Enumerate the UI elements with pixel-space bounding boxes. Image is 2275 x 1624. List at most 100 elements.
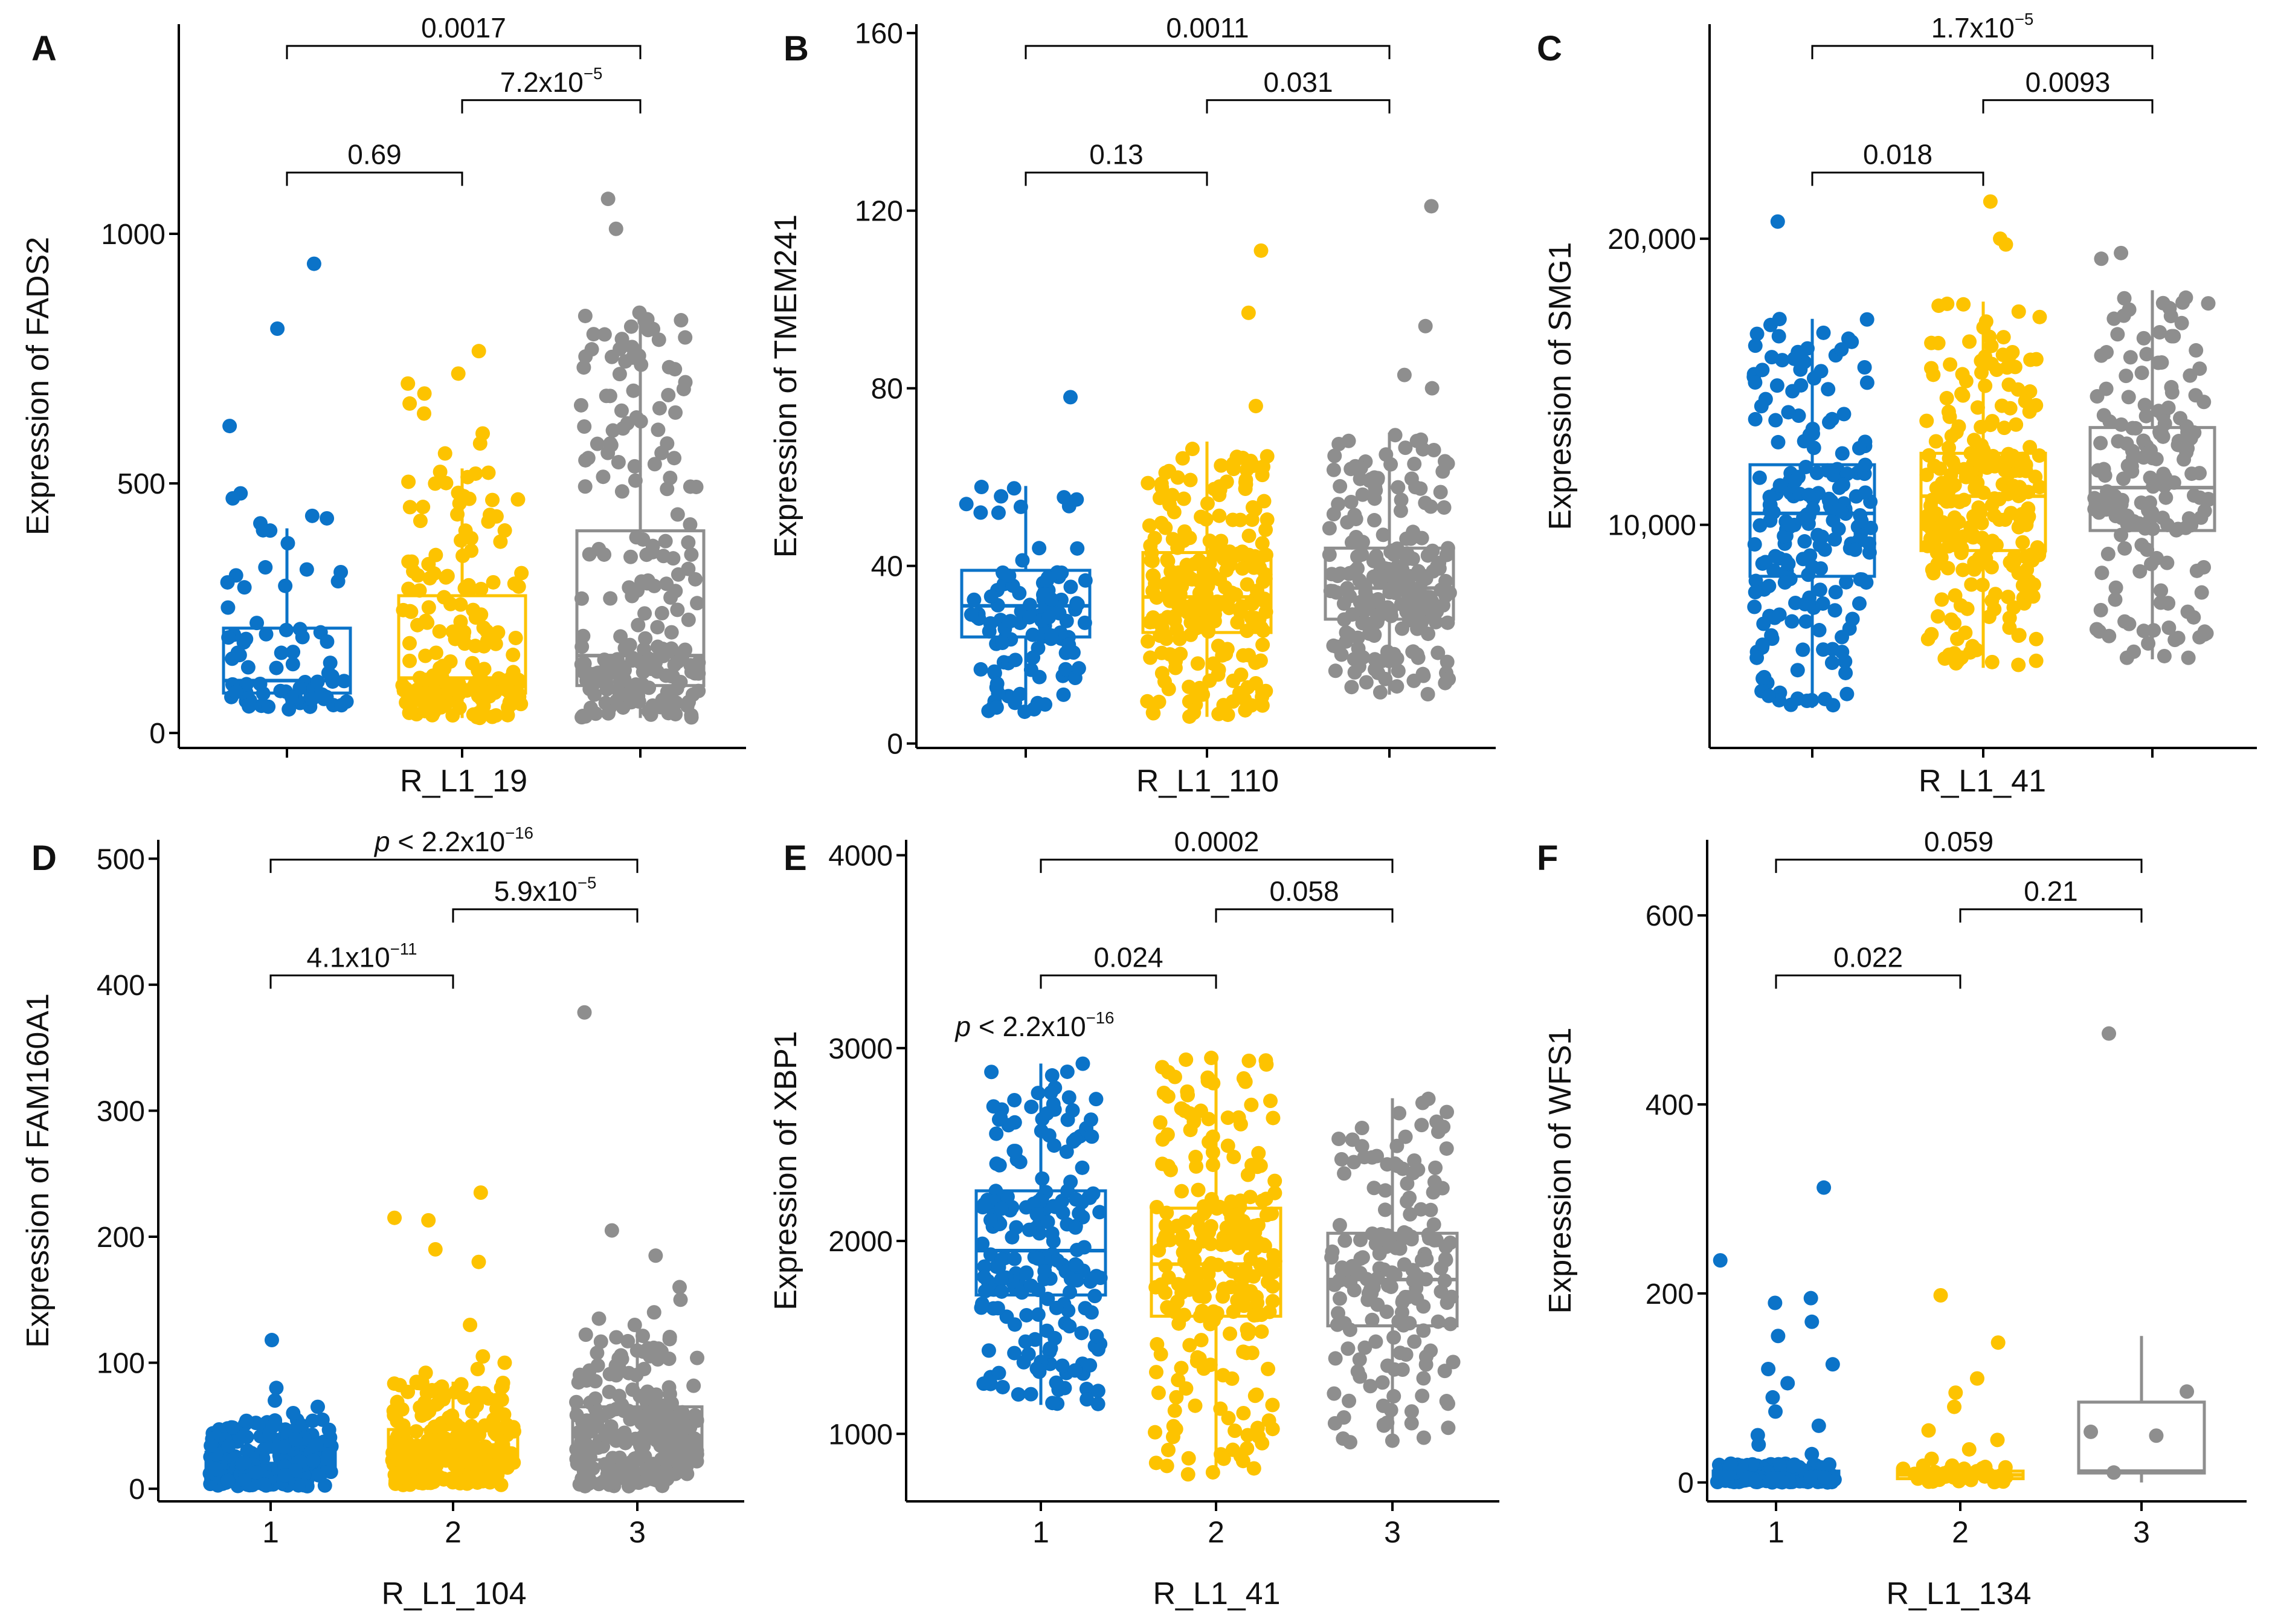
- data-point: [1794, 378, 1809, 393]
- data-point: [1805, 559, 1820, 575]
- data-point: [2189, 343, 2204, 358]
- data-point: [604, 349, 619, 364]
- data-point: [1185, 598, 1200, 613]
- data-point: [1940, 296, 1955, 311]
- outlier-point: [600, 192, 616, 207]
- data-point: [1029, 1207, 1044, 1222]
- data-point: [474, 672, 489, 687]
- data-point: [686, 661, 701, 676]
- data-point: [1154, 645, 1170, 660]
- data-point: [426, 1449, 442, 1464]
- data-point: [1230, 1214, 1245, 1229]
- data-point: [428, 476, 443, 491]
- data-point: [396, 1442, 411, 1457]
- data-point: [1806, 440, 1821, 456]
- data-point: [2116, 471, 2131, 486]
- outlier-point: [1969, 1371, 1984, 1386]
- data-point: [1765, 1471, 1780, 1486]
- data-point: [220, 575, 235, 590]
- y-tick-label: 80: [871, 373, 903, 405]
- data-point: [493, 534, 508, 549]
- p-value-label: 0.059: [1924, 826, 1993, 857]
- data-point: [1954, 541, 1969, 556]
- data-point: [1143, 650, 1158, 665]
- data-point: [1398, 1129, 1413, 1144]
- group-3: [2087, 245, 2216, 665]
- data-point: [1159, 1458, 1174, 1474]
- data-point: [1824, 655, 1839, 670]
- data-point: [2175, 295, 2190, 310]
- data-point: [512, 689, 527, 704]
- data-point: [491, 625, 506, 640]
- data-point: [1155, 1132, 1170, 1147]
- p-value-label: 0.0093: [2026, 66, 2111, 98]
- data-point: [1005, 1200, 1020, 1215]
- data-point: [1166, 504, 1182, 520]
- outlier-point: [270, 321, 285, 336]
- x-tick-label: 1: [1768, 1515, 1784, 1549]
- data-point: [1196, 1361, 1211, 1376]
- data-point: [1440, 654, 1455, 669]
- data-point: [2005, 345, 2020, 360]
- data-point: [1244, 1097, 1259, 1112]
- group-3: [2077, 1026, 2206, 1483]
- data-point: [977, 1259, 992, 1274]
- data-point: [995, 1379, 1010, 1394]
- data-point: [485, 492, 500, 507]
- data-point: [1896, 1461, 1911, 1477]
- data-point: [1998, 1460, 2013, 1475]
- data-point: [1267, 1185, 1282, 1200]
- data-point: [1258, 547, 1273, 562]
- data-point: [1058, 662, 1073, 677]
- data-point: [643, 706, 658, 721]
- data-point: [237, 1473, 252, 1488]
- group-3: [569, 1005, 705, 1494]
- data-point: [1330, 569, 1345, 584]
- data-point: [1235, 1454, 1250, 1469]
- data-point: [1334, 1152, 1349, 1167]
- data-point: [1859, 375, 1874, 390]
- data-point: [320, 634, 335, 649]
- data-point: [1762, 489, 1777, 504]
- data-point: [1984, 654, 2000, 669]
- data-point: [1226, 462, 1241, 477]
- data-point: [1326, 638, 1341, 653]
- data-point: [613, 674, 628, 689]
- data-point: [1057, 490, 1072, 505]
- data-point: [273, 683, 288, 698]
- data-point: [1359, 675, 1374, 690]
- data-point: [1835, 446, 1850, 461]
- data-point: [1352, 1352, 1367, 1367]
- data-point: [443, 654, 458, 669]
- data-point: [1201, 624, 1216, 639]
- data-point: [1068, 1257, 1083, 1272]
- data-point: [994, 1252, 1009, 1267]
- p-value-label: 0.0017: [421, 12, 506, 44]
- data-point: [1188, 1150, 1203, 1165]
- data-point: [2156, 466, 2171, 482]
- data-point: [1241, 528, 1257, 543]
- data-point: [489, 1427, 504, 1442]
- outlier-point: [225, 491, 240, 506]
- data-point: [1978, 378, 1993, 393]
- data-point: [684, 710, 699, 725]
- data-point: [1996, 330, 2011, 345]
- data-point: [1839, 466, 1855, 482]
- data-point: [590, 1345, 605, 1361]
- data-point: [1943, 357, 1958, 372]
- data-point: [1003, 614, 1018, 629]
- data-point: [2152, 324, 2167, 340]
- data-point: [1407, 1153, 1422, 1168]
- outlier-point: [1248, 399, 1263, 414]
- data-point: [1797, 534, 1812, 549]
- bracket-line: [286, 172, 463, 186]
- data-point: [578, 1446, 593, 1461]
- data-point: [1752, 518, 1768, 533]
- outlier-point: [1063, 390, 1078, 405]
- data-point: [1190, 656, 1205, 671]
- data-point: [1043, 1085, 1058, 1100]
- data-point: [1216, 1451, 1231, 1466]
- data-point: [574, 591, 589, 606]
- p-value-label: p < 2.2x10−16: [373, 823, 533, 857]
- outlier-point: [1993, 231, 2008, 246]
